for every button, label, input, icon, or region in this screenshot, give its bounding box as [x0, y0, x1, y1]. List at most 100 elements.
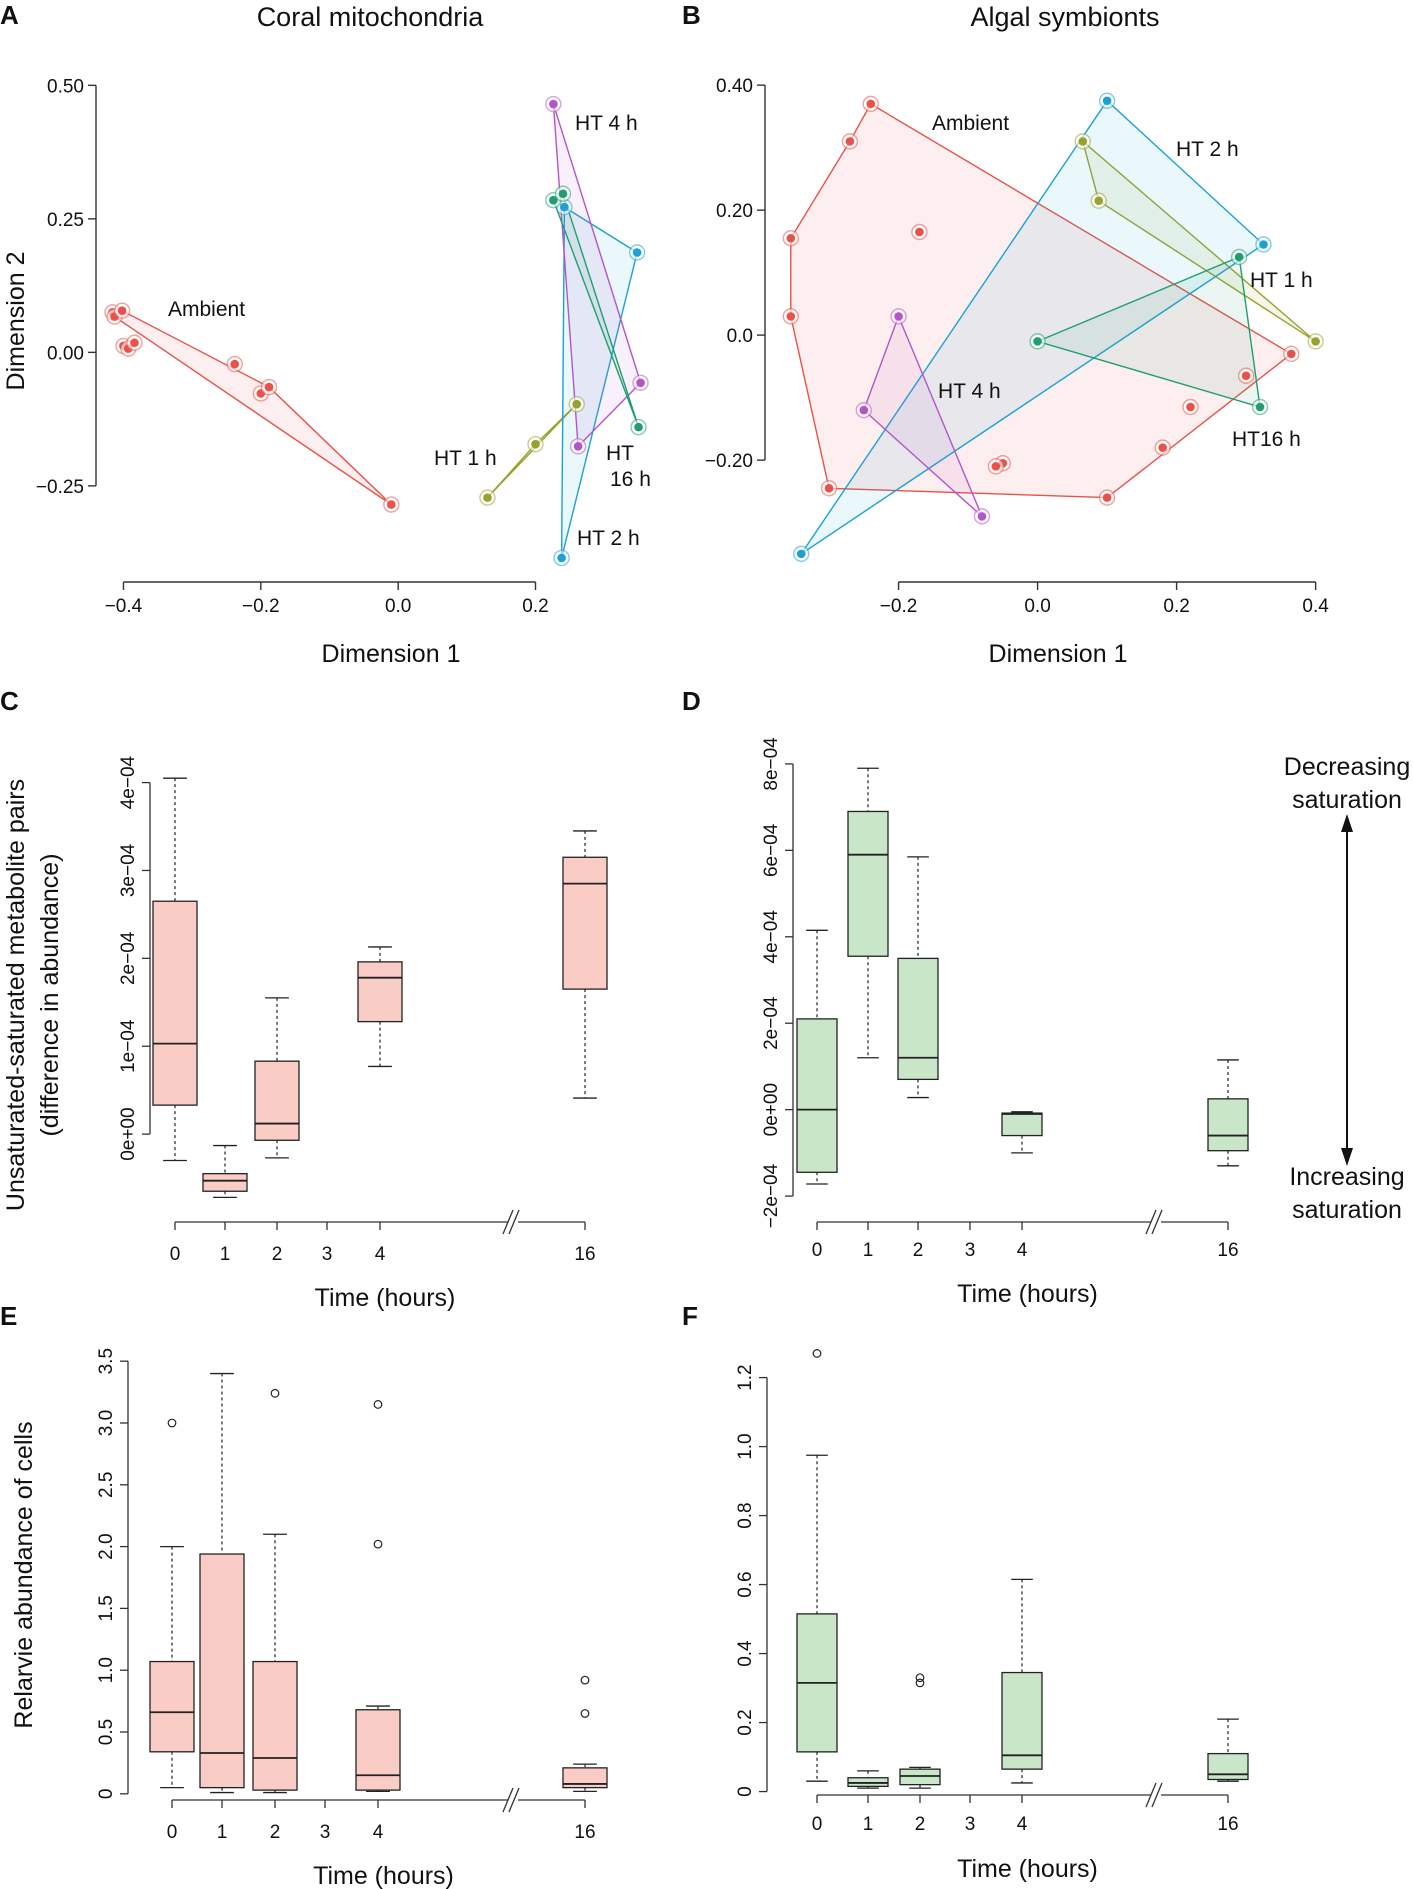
panel-a-point-ambient [387, 500, 396, 509]
panel-a-y-tick-label: 0.25 [47, 210, 84, 231]
panel-b-point-ht-2-h [796, 549, 806, 559]
panel-d-box-4-iqr [1001, 1112, 1043, 1137]
panel-b-point-ambient [786, 312, 796, 321]
panel-e-box-16-outlier [580, 1675, 590, 1685]
panel-a-label-ht-4-h: HT 4 h [575, 112, 638, 135]
panel-b-point-ambient [1241, 371, 1251, 381]
panel-a-point-ht-4-h [573, 442, 583, 451]
panel-b-hull-ambient [790, 102, 1293, 499]
panel-c-x-label: Time (hours) [315, 1284, 456, 1312]
panel-a-label-line: Ambient [168, 298, 245, 321]
panel-a-hull-ht-2-h [560, 205, 639, 559]
panel-e-y-tick-label: 2.0 [96, 1533, 117, 1559]
panel-b-x-tick-label: 0.2 [1163, 596, 1189, 617]
panel-c-x-tick-label: 16 [574, 1244, 595, 1265]
panel-f-y-tick-label: 0.6 [735, 1571, 756, 1597]
panel-d-box-0-iqr [796, 1018, 838, 1173]
panel-a-x-tick-label: 0.2 [522, 596, 548, 617]
panel-b-x-tick-label: −0.2 [880, 596, 918, 617]
panel-c-x-tick-label: 3 [322, 1244, 333, 1265]
panel-b-point-ht-16-h [1255, 402, 1265, 412]
panel-c-axis-break [508, 1209, 520, 1235]
panel-c-y-label: Unsaturated-saturated metabolite pairs [2, 779, 30, 1211]
panel-a-label-ht-1-h: HT 1 h [434, 447, 497, 470]
panel-d-x-tick-label: 3 [965, 1240, 976, 1261]
panel-b-point-ambient [824, 483, 834, 493]
panel-c-x-tick-label: 1 [220, 1244, 231, 1265]
panel-f-x-tick-label: 3 [965, 1814, 976, 1835]
panel-a-point-ambient [117, 306, 127, 316]
panel-f-x-tick-label: 16 [1217, 1814, 1238, 1835]
panel-d-x-tick-label: 2 [913, 1240, 924, 1261]
panel-e-box-16-iqr [562, 1767, 608, 1789]
panel-b-point-ambient [1286, 349, 1296, 359]
panel-a-label-ht-16-h: HT 16 h [606, 442, 651, 491]
panel-d-box-16-iqr [1207, 1098, 1249, 1152]
panel-d-y-tick-label: 6e−04 [761, 823, 782, 877]
panel-e-box-2-outlier [270, 1388, 280, 1398]
panel-e-x-tick-label: 2 [270, 1822, 281, 1843]
panel-f-x-tick-label: 0 [812, 1814, 823, 1835]
panel-d-axis-break [1145, 1209, 1157, 1235]
panel-d-annotation-bottom-2: saturation [1292, 1196, 1402, 1224]
panel-b-point-ht-4-h [894, 312, 903, 321]
panel-b-point-ambient [1102, 493, 1112, 502]
panel-e-letter: E [0, 1301, 17, 1331]
panel-e-x-tick-label: 4 [373, 1822, 384, 1843]
panel-f-axis-break [1151, 1782, 1163, 1808]
panel-b-point-ht-4-h [859, 405, 869, 415]
panel-d-y-tick-label: 2e−04 [761, 996, 782, 1050]
panel-d-x-tick-label: 1 [863, 1240, 874, 1261]
panel-e-box-16-outlier [580, 1709, 590, 1718]
panel-b-point-ambient [786, 233, 796, 243]
panel-e-x-tick-label: 0 [167, 1822, 178, 1843]
panel-b-letter: B [682, 0, 701, 30]
panel-a-title: Coral mitochondria [257, 2, 485, 32]
panel-c-y-tick-label: 4e−04 [118, 755, 139, 809]
panel-b-point-ht-16-h [1234, 252, 1244, 262]
panel-b-point-ambient [866, 99, 876, 109]
panel-b-point-ht-1-h [1094, 196, 1104, 206]
panel-f-y-tick-label: 0.4 [735, 1640, 756, 1667]
panel-f-box-4-iqr [1001, 1671, 1043, 1770]
panel-c-x-tick-label: 2 [272, 1244, 283, 1265]
panel-a-label-line: 16 h [610, 468, 651, 491]
panel-b-point-ambient [991, 462, 1001, 471]
panel-f-x-tick-label: 2 [915, 1814, 926, 1835]
panel-c-y-tick-label: 2e−04 [118, 931, 139, 985]
panel-e-x-tick-label: 16 [574, 1822, 595, 1843]
panel-d-letter: D [682, 686, 701, 716]
panel-b-hull-ht-4-h [862, 314, 983, 517]
panel-f-x-tick-label: 1 [863, 1814, 874, 1835]
panel-f-box-2-outlier [915, 1673, 925, 1683]
panel-a-point-ht-16-h [549, 195, 558, 205]
panel-b-point-ht-16-h [1033, 337, 1042, 346]
panel-a-x-label: Dimension 1 [322, 640, 461, 668]
panel-b-y-tick-label: 0.0 [727, 326, 753, 347]
panel-a-letter: A [0, 0, 19, 30]
panel-e-y-tick-label: 1.5 [96, 1595, 117, 1621]
panel-a-point-ht-16-h [634, 422, 643, 432]
panel-a-label-line: HT 4 h [575, 112, 638, 135]
panel-b-hull-ht-16-h [1035, 256, 1261, 408]
panel-f-x-tick-label: 4 [1017, 1814, 1028, 1835]
panel-b-x-tick-label: 0.4 [1302, 596, 1329, 617]
panel-d-y-tick-label: 8e−04 [761, 737, 782, 791]
panel-b-label-line: Ambient [932, 112, 1009, 135]
panel-b-point-ambient [1186, 402, 1195, 412]
panel-b-point-ambient [1158, 443, 1167, 452]
panel-a-point-ht-1-h [483, 493, 492, 502]
panel-b-x-label: Dimension 1 [989, 640, 1128, 668]
panel-f-y-tick-label: 1.2 [735, 1364, 756, 1390]
panel-a-point-ht-2-h [560, 202, 569, 212]
panel-d-box-2-iqr [897, 957, 939, 1081]
panel-e-y-tick-label: 2.5 [96, 1472, 117, 1498]
panel-b-point-ht-1-h [1078, 137, 1088, 146]
panel-b-label-ambient: Ambient [932, 112, 1009, 135]
panel-a-point-ht-4-h [636, 378, 645, 388]
panel-e-y-tick-label: 1.0 [96, 1657, 117, 1683]
panel-b-label-ht-4-h: HT 4 h [938, 380, 1001, 403]
panel-e-box-0-outlier [167, 1418, 177, 1428]
panel-a-x-tick-label: −0.2 [242, 596, 280, 617]
